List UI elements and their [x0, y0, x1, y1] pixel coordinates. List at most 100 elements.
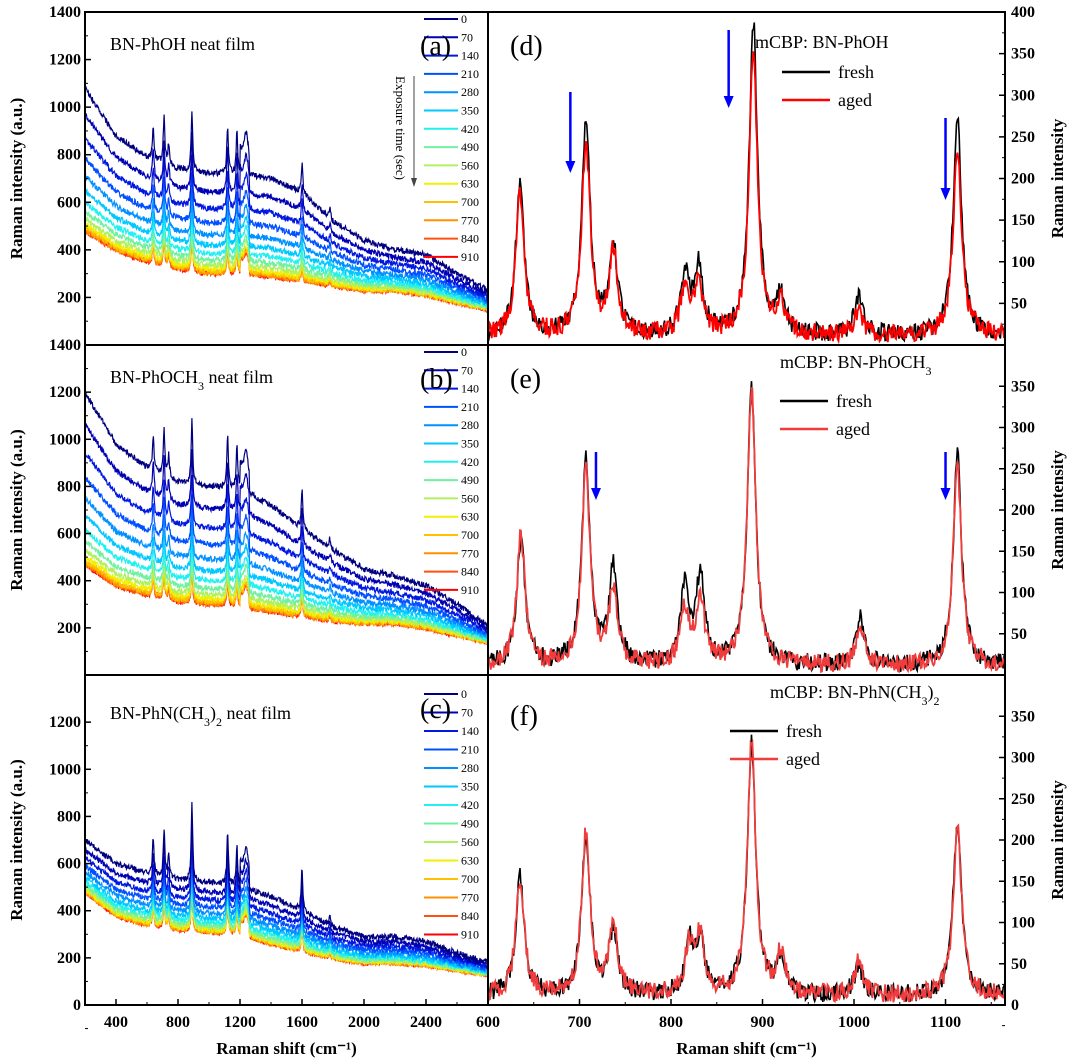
legend-label: 840 — [461, 565, 479, 579]
spectrum-0s — [85, 801, 488, 966]
title-text: mCBP: BN-PhOH — [755, 32, 889, 52]
legend-label: 700 — [461, 528, 479, 542]
legend-label: fresh — [836, 391, 872, 411]
legend-label: 280 — [461, 85, 479, 99]
spectrum-280s — [85, 495, 488, 638]
y-tick-label: 200 — [1011, 171, 1035, 188]
y-tick-label: 600 — [57, 194, 81, 211]
y-tick-label: 350 — [1011, 46, 1035, 63]
spectrum-210s — [85, 474, 488, 637]
title-subscript: 2 — [934, 694, 940, 708]
legend-label: 770 — [461, 891, 479, 905]
plot-area — [488, 22, 1005, 345]
x-tick-label: 600 — [476, 1014, 500, 1031]
y-tick-label: 150 — [1011, 543, 1035, 560]
y-tick-label: 200 — [57, 289, 81, 306]
y-tick-label: 50 — [1011, 956, 1027, 973]
spectrum-420s — [85, 527, 488, 641]
legend-label: 420 — [461, 798, 479, 812]
y-tick-label: 50 — [1011, 295, 1027, 312]
spectrum-0s — [85, 391, 488, 627]
legend-label: 210 — [461, 67, 479, 81]
y-axis-label: Raman intensity (a.u.) — [7, 429, 26, 591]
legend-label: 0 — [461, 12, 467, 26]
legend-label: 560 — [461, 491, 479, 505]
y-tick-label: 0 — [1011, 997, 1019, 1014]
spectrum-350s — [85, 511, 488, 640]
title-text: ) — [928, 682, 934, 703]
x-tick-label: 1200 — [224, 1014, 256, 1031]
spectrum-700s — [85, 224, 488, 313]
legend-label: 70 — [461, 706, 473, 720]
spectrum-aged — [488, 51, 1005, 345]
arrowhead-marker — [723, 96, 734, 108]
spectrum-fresh — [488, 22, 1005, 343]
panel-title: mCBP: BN-PhOH — [755, 32, 889, 52]
panel-frame — [487, 11, 1006, 346]
title-subscript: 3 — [198, 379, 204, 393]
x-tick-label: 900 — [751, 1014, 775, 1031]
y-axis-label: Raman intensity — [1048, 450, 1067, 570]
arrowhead-marker — [940, 488, 951, 500]
y-tick-label: 200 — [57, 620, 81, 637]
legend-label: 770 — [461, 213, 479, 227]
legend-label: 840 — [461, 909, 479, 923]
y-tick-label: 1000 — [49, 761, 81, 778]
title-text: neat film — [204, 367, 273, 387]
y-tick-label: 1000 — [49, 431, 81, 448]
legend-label: 350 — [461, 104, 479, 118]
title-subscript: 3 — [922, 694, 928, 708]
panel-a: 0 70 140 210 280 350 420 490 560 630 700 770 840 910 E… — [7, 4, 489, 346]
panel-title: mCBP: BN-PhOCH3 — [780, 352, 932, 378]
legend-label: 0 — [461, 687, 467, 701]
y-tick-label: 300 — [1011, 420, 1035, 437]
legend-label: 210 — [461, 400, 479, 414]
y-tick-label: 400 — [57, 903, 81, 920]
y-tick-label: 800 — [57, 808, 81, 825]
panel-d: fresh aged (d) Raman intensity 50 100 150 200 25… — [487, 4, 1067, 346]
panel-title: BN-PhOH neat film — [110, 34, 255, 54]
y-tick-label: 100 — [1011, 254, 1035, 271]
y-tick-label: 0 — [73, 997, 81, 1014]
title-text: ) — [210, 703, 216, 724]
legend-label: 840 — [461, 232, 479, 246]
y-tick-label: 1000 — [49, 99, 81, 116]
x-axis-label: Raman shift (cm⁻¹) — [216, 1039, 357, 1058]
y-tick-label: 200 — [1011, 502, 1035, 519]
plot-area — [85, 85, 488, 314]
title-text: BN-PhOH — [110, 34, 186, 54]
y-axis-label: Raman intensity — [1048, 118, 1067, 238]
legend-label: 630 — [461, 854, 479, 868]
legend-label: 490 — [461, 140, 479, 154]
y-tick-label: 300 — [1011, 750, 1035, 767]
y-tick-label: 600 — [57, 526, 81, 543]
y-tick-label: 200 — [1011, 832, 1035, 849]
spectrum-70s — [85, 423, 488, 631]
title-text: BN-PhN(CH — [110, 703, 204, 724]
y-tick-label: 200 — [57, 950, 81, 967]
y-axis-label: Raman intensity (a.u.) — [7, 759, 26, 921]
panel-label: (c) — [420, 694, 451, 725]
panel-c: 0 70 140 210 280 350 420 490 560 630 700 770 840 910 (… — [7, 674, 489, 1058]
spectrum-280s — [85, 173, 488, 306]
panel-title: BN-PhN(CH3)2 neat film — [110, 703, 291, 729]
legend-label: 490 — [461, 817, 479, 831]
y-tick-label: 1200 — [49, 52, 81, 69]
title-text: BN-PhOCH — [110, 367, 198, 387]
x-tick-label: 800 — [659, 1014, 683, 1031]
x-tick-label: 700 — [568, 1014, 592, 1031]
spectrum-140s — [85, 452, 488, 634]
arrowhead-marker — [940, 188, 951, 200]
legend-label: 700 — [461, 872, 479, 886]
spectrum-140s — [85, 137, 488, 302]
legend-label: 70 — [461, 30, 473, 44]
spectrum-aged — [488, 386, 1005, 674]
x-tick-label: 800 — [166, 1014, 190, 1031]
legend-label: 630 — [461, 177, 479, 191]
spectrum-70s — [85, 112, 488, 297]
panel-title: BN-PhOCH3 neat film — [110, 367, 273, 393]
y-tick-label: 150 — [1011, 212, 1035, 229]
y-tick-label: 800 — [57, 478, 81, 495]
legend-label: 630 — [461, 510, 479, 524]
title-subscript: 3 — [204, 715, 210, 729]
